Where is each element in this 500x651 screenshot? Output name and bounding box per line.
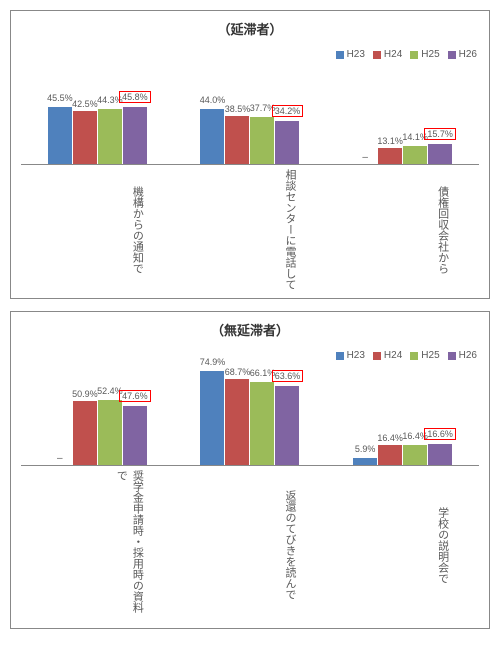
bar-wrap: 13.1% xyxy=(378,148,402,164)
category-label: 返還のてびきを読んで xyxy=(202,470,298,620)
bar xyxy=(200,371,224,465)
bar xyxy=(378,148,402,164)
chart-panel-0: （延滞者）H23H24H25H2645.5%42.5%44.3%45.8%44.… xyxy=(10,10,490,299)
category-axis: 奨学金申請時・採用時の資料で返還のてびきを読んで学校の説明会で xyxy=(21,465,479,620)
bar-value-label: 45.5% xyxy=(47,93,73,103)
bar-wrap: 16.4% xyxy=(378,445,402,466)
bar xyxy=(353,458,377,465)
plot-area: 45.5%42.5%44.3%45.8%44.0%38.5%37.7%34.2%… xyxy=(21,44,479,164)
bar xyxy=(123,107,147,164)
bar xyxy=(200,109,224,164)
bar xyxy=(403,445,427,466)
bar xyxy=(378,445,402,466)
bar-wrap: 50.9% xyxy=(73,401,97,465)
bar xyxy=(73,111,97,164)
chart-title: （延滞者） xyxy=(21,19,479,38)
bar-value-label: 47.6% xyxy=(119,390,151,402)
bar-wrap: 38.5% xyxy=(225,116,249,164)
chart-panel-1: （無延滞者）H23H24H25H26–50.9%52.4%47.6%74.9%6… xyxy=(10,311,490,629)
bar-value-label: 16.6% xyxy=(424,428,456,440)
bar-value-label: 16.4% xyxy=(377,433,403,443)
bar-wrap: 16.4% xyxy=(403,445,427,466)
bar-value-label: – xyxy=(57,453,63,464)
category-label: 相談センターに電話して xyxy=(202,169,298,290)
bar-group: –13.1%14.1%15.7% xyxy=(353,144,452,164)
bar-wrap: 15.7% xyxy=(428,144,452,164)
bar-group: –50.9%52.4%47.6% xyxy=(48,400,147,466)
bar-value-label: 15.7% xyxy=(424,128,456,140)
bar xyxy=(250,382,274,465)
bar-value-label: 34.2% xyxy=(272,105,304,117)
bar-value-label: 68.7% xyxy=(225,367,251,377)
bar-value-label: 44.0% xyxy=(200,95,226,105)
bar xyxy=(98,109,122,164)
category-label: 奨学金申請時・採用時の資料で xyxy=(49,470,145,620)
category-label: 債権回収会社から xyxy=(355,169,451,290)
bar-value-label: 42.5% xyxy=(72,99,98,109)
bar-wrap: 66.1% xyxy=(250,382,274,465)
bar-wrap: 44.3% xyxy=(98,109,122,164)
bar xyxy=(428,444,452,465)
category-label: 学校の説明会で xyxy=(355,470,451,620)
bar-value-label: 50.9% xyxy=(72,389,98,399)
bar-wrap: 74.9% xyxy=(200,371,224,465)
bar-wrap: 52.4% xyxy=(98,400,122,466)
bar-wrap: 63.6% xyxy=(275,386,299,466)
bar-value-label: – xyxy=(362,152,368,163)
bar-value-label: 13.1% xyxy=(377,136,403,146)
bar xyxy=(123,406,147,466)
bar xyxy=(403,146,427,164)
category-axis: 機構からの通知で相談センターに電話して債権回収会社から xyxy=(21,164,479,290)
bar-wrap: 44.0% xyxy=(200,109,224,164)
bar-wrap: 37.7% xyxy=(250,117,274,164)
chart-title: （無延滞者） xyxy=(21,320,479,339)
plot-area: –50.9%52.4%47.6%74.9%68.7%66.1%63.6%5.9%… xyxy=(21,345,479,465)
bar xyxy=(275,121,299,164)
bar xyxy=(225,379,249,465)
bar-wrap: 14.1% xyxy=(403,146,427,164)
bar-group: 45.5%42.5%44.3%45.8% xyxy=(48,107,147,164)
bar-wrap: 42.5% xyxy=(73,111,97,164)
bar xyxy=(225,116,249,164)
bar-wrap: 34.2% xyxy=(275,121,299,164)
bar-wrap: 45.8% xyxy=(123,107,147,164)
bar-group: 74.9%68.7%66.1%63.6% xyxy=(200,371,299,465)
bar-group: 5.9%16.4%16.4%16.6% xyxy=(353,444,452,465)
bar-value-label: 63.6% xyxy=(272,370,304,382)
bar xyxy=(48,107,72,164)
bar-wrap: 47.6% xyxy=(123,406,147,466)
bar-wrap: 16.6% xyxy=(428,444,452,465)
bar-group: 44.0%38.5%37.7%34.2% xyxy=(200,109,299,164)
bar-value-label: 74.9% xyxy=(200,357,226,367)
bar-value-label: 38.5% xyxy=(225,104,251,114)
bar xyxy=(98,400,122,466)
bar-wrap: 45.5% xyxy=(48,107,72,164)
bar-value-label: 45.8% xyxy=(119,91,151,103)
category-label: 機構からの通知で xyxy=(49,169,145,290)
bar xyxy=(428,144,452,164)
bar xyxy=(275,386,299,466)
bar-wrap: 68.7% xyxy=(225,379,249,465)
bar xyxy=(73,401,97,465)
bar xyxy=(250,117,274,164)
bar-wrap: 5.9% xyxy=(353,458,377,465)
bar-value-label: 5.9% xyxy=(355,444,376,454)
